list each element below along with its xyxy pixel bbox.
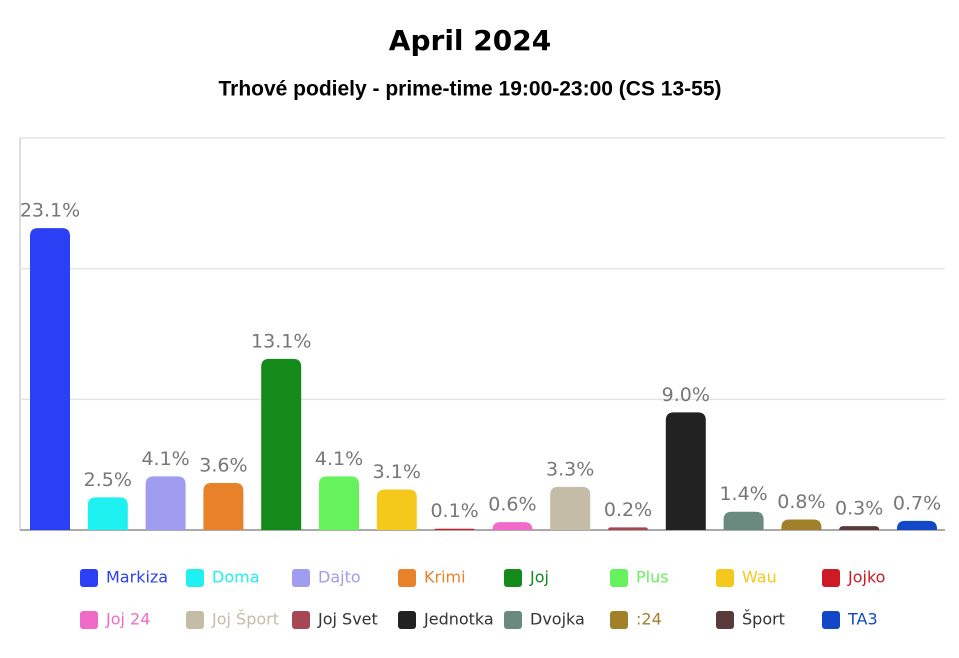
legend-swatch [398,611,416,629]
legend-label: Joj Svet [317,610,378,629]
legend-label: Jojko [847,568,885,587]
legend-swatch [716,611,734,629]
legend-label: Joj Šport [211,610,279,629]
legend-swatch [610,569,628,587]
legend-swatch [822,611,840,629]
value-label: 2.5% [84,469,132,491]
value-label: 0.7% [893,492,941,514]
legend-label: Jednotka [423,610,494,629]
legend-swatch [398,569,416,587]
value-label: 23.1% [20,200,80,222]
legend-swatch [610,611,628,629]
legend-label: Doma [212,568,260,587]
bar [203,482,244,530]
legend-label: Dajto [318,568,361,587]
legend-label: :24 [636,610,662,629]
bar [87,497,128,530]
legend-label: TA3 [847,610,878,629]
value-label: 0.8% [777,491,825,513]
bar [319,476,359,530]
legend-label: Krimi [424,568,466,587]
value-label: 0.1% [430,500,478,522]
bar [781,519,822,530]
bar [550,486,591,530]
legend-label: Wau [742,568,777,587]
value-label: 3.1% [373,461,421,483]
legend-label: Plus [636,568,669,587]
bar [723,511,764,530]
legend-swatch [80,569,98,587]
legend-swatch [80,611,98,629]
value-label: 4.1% [315,448,363,470]
legend-swatch [292,569,310,587]
legend-swatch [292,611,310,629]
bar [30,228,70,530]
legend-label: Joj 24 [105,610,150,629]
value-label: 0.6% [488,494,536,516]
bar [665,412,706,530]
legend-swatch [504,611,522,629]
value-label: 1.4% [719,483,767,505]
value-label: 3.3% [546,458,594,480]
value-label: 0.2% [604,499,652,521]
bar [839,526,880,530]
legend-swatch [504,569,522,587]
chart-subtitle: Trhové podiely - prime-time 19:00-23:00 … [218,78,721,101]
legend-swatch [186,569,204,587]
legend-label: Šport [742,610,785,629]
bar [376,489,417,530]
bar [897,520,937,530]
legend-swatch [716,569,734,587]
value-label: 13.1% [251,330,311,352]
bar [434,528,475,530]
bar [492,522,533,530]
bar [608,527,648,530]
bar [145,476,186,530]
legend-swatch [822,569,840,587]
value-label: 4.1% [141,448,189,470]
chart-title: April 2024 [389,24,551,57]
value-label: 9.0% [662,384,710,406]
legend-swatch [186,611,204,629]
legend-label: Dvojka [530,610,585,629]
legend-label: Joj [529,568,549,587]
value-label: 3.6% [199,454,247,476]
legend-label: Markiza [106,568,168,587]
bar [261,358,302,530]
value-label: 0.3% [835,498,883,520]
